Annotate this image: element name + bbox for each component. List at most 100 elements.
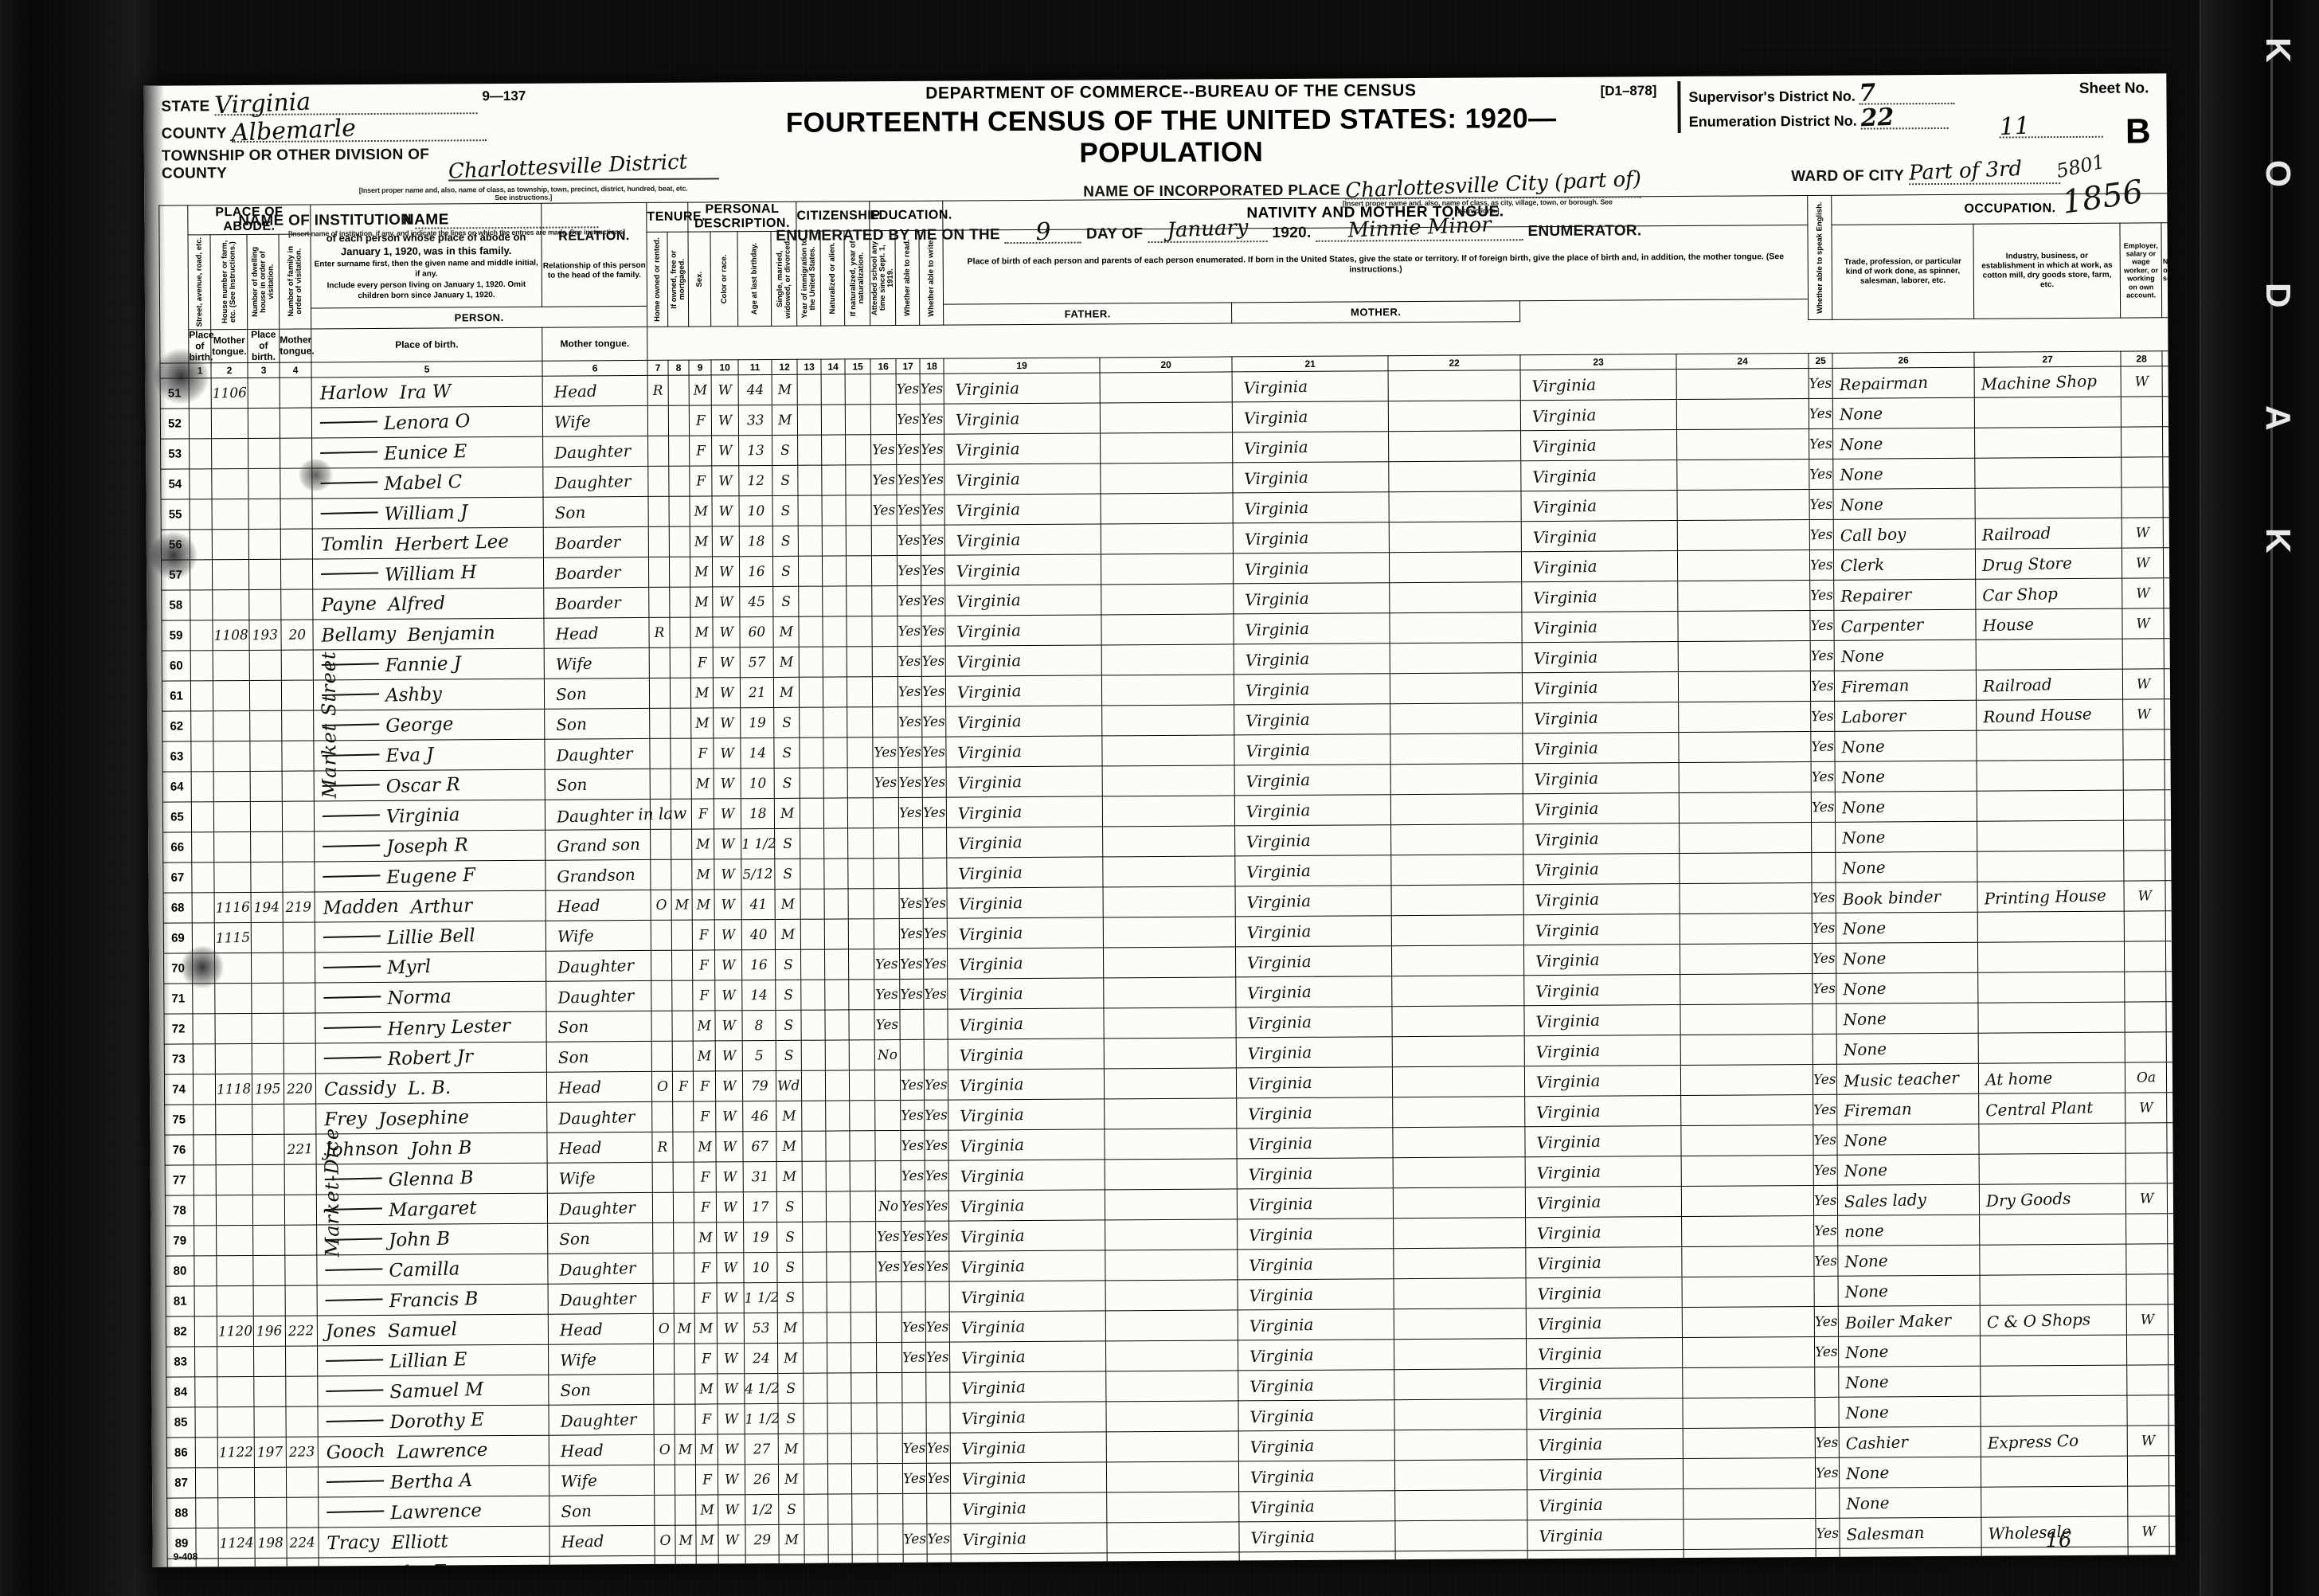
cell-mother-mother-tongue [1676, 459, 1810, 491]
cell-able-write-value: Yes [921, 471, 944, 489]
cell-age: 1 1/2 [741, 828, 776, 860]
cell-relation-value: Wife [558, 1168, 596, 1189]
col-13-year-immigration: Year of immigration to the United States… [796, 231, 821, 327]
cell-dwelling-number-value: 194 [253, 899, 280, 917]
enumerator-name-input[interactable]: Minnie Minor [1316, 213, 1523, 243]
cell-trade-value: None [1843, 1008, 1887, 1030]
cell-street [189, 409, 212, 440]
cell-mother-mother-tongue [1683, 1457, 1816, 1489]
state-input[interactable]: Virginia [214, 88, 478, 119]
cell-able-read-value: Yes [898, 683, 922, 701]
cell-year-naturalization [846, 495, 872, 526]
subgroup-mother: MOTHER. [1231, 300, 1520, 323]
cell-color-race-value: W [723, 1289, 738, 1307]
cell-trade: Music teacher [1836, 1063, 1979, 1095]
cell-speak-english-value: Yes [1813, 1162, 1837, 1179]
cell-name: Lillian E [317, 1344, 549, 1377]
cell-color-race-value: W [722, 1199, 737, 1216]
cell-given-name-value: Myrl [386, 956, 432, 979]
cell-marital-status-value: Wd [777, 1078, 801, 1095]
cell-year-naturalization [845, 465, 872, 496]
cell-age-value: 41 [749, 896, 768, 913]
cell-father-birthplace-value: Virginia [1245, 679, 1310, 701]
sheet-number-value: 11 [1998, 111, 2031, 142]
cell-home-owned-value: O [659, 1441, 671, 1458]
enumerated-day-input[interactable]: 9 [1004, 218, 1082, 246]
cell-family-number [283, 983, 315, 1014]
cell-relation: Boarder [543, 587, 649, 619]
cell-able-write: Yes [923, 949, 948, 980]
cell-relation-value: Head [557, 895, 601, 917]
cell-age-value: 8 [754, 1017, 764, 1035]
cell-relation-value: Boarder [554, 532, 621, 554]
enumeration-district-input[interactable]: 22 [1860, 104, 1949, 132]
cell-person-birthplace-value: Virginia [959, 983, 1024, 1005]
cell-attended-school: No [875, 1191, 901, 1222]
incorporated-place-input[interactable]: Charlottesville City (part of) [1345, 167, 1642, 203]
cell-family-number [280, 438, 312, 469]
county-input[interactable]: Albemarle [231, 114, 487, 147]
cell-dwelling-number [255, 1558, 287, 1567]
cell-mother-mother-tongue [1682, 1276, 1815, 1308]
cell-family-number [284, 1195, 317, 1226]
cell-marital-status-value: M [783, 1320, 798, 1336]
colnum-23: 23 [1520, 354, 1677, 371]
cell-surname-value: Madden [323, 895, 411, 919]
enumerated-month-input[interactable]: January [1148, 216, 1268, 244]
institution-input[interactable] [415, 205, 599, 229]
supervisor-district-input[interactable]: 7 [1859, 79, 1955, 108]
cell-home-owned [647, 405, 669, 436]
cell-attended-school: Yes [870, 434, 897, 466]
cell-age: 57 [740, 647, 774, 679]
cell-year-immigration [800, 859, 825, 890]
cell-father-birthplace: Virginia [1237, 1249, 1394, 1281]
cell-father-birthplace: Virginia [1237, 1158, 1394, 1190]
sheet-number-input[interactable]: 11 [1998, 111, 2103, 142]
ward-of-city-input[interactable]: Part of 3rd [1908, 157, 2061, 186]
cell-dwelling-number [248, 468, 281, 499]
cell-speak-english: Yes [1813, 1094, 1838, 1125]
cell-year-naturalization [846, 556, 872, 587]
enumeration-district-row: Enumeration District No. 22 [1689, 104, 1956, 132]
cell-able-read: Yes [897, 646, 922, 677]
cell-street [193, 1074, 216, 1105]
cell-able-read-value: Yes [898, 804, 923, 822]
cell-age-value: 27 [753, 1441, 771, 1458]
cell-trade-value: Repairman [1839, 372, 1929, 395]
cell-sex-value: M [694, 685, 710, 702]
cell-color-race-value: W [719, 684, 734, 702]
cell-speak-english-value: Yes [1810, 647, 1834, 665]
cell-able-read: Yes [899, 949, 924, 980]
cell-able-write: Yes [920, 374, 944, 405]
cell-person-mother-tongue [1102, 796, 1235, 827]
cell-mother-birthplace: Virginia [1523, 913, 1680, 946]
cell-industry-value: C & O Shops [1986, 1309, 2091, 1332]
cell-trade: None [1837, 1124, 1980, 1156]
cell-employer-class [2124, 972, 2167, 1003]
col-18-able-write: Whether able to write. [919, 230, 944, 326]
cell-color-race: W [714, 829, 741, 860]
cell-house-number [216, 1225, 253, 1257]
col-14-naturalized: Naturalized or alien. [820, 230, 845, 327]
cell-name: Margaret [316, 1193, 548, 1226]
cell-marital-status: Wd [776, 1070, 802, 1101]
cell-speak-english-value: Yes [1811, 708, 1835, 726]
cell-dwelling-number [252, 1225, 285, 1256]
cell-relation: Daughter [546, 950, 651, 982]
cell-street [190, 681, 213, 712]
cell-relation: Son [546, 1041, 652, 1073]
incorporated-place-value: Charlottesville City (part of) [1344, 166, 1642, 204]
cell-person-birthplace-value: Virginia [957, 771, 1023, 793]
cell-able-read: Yes [897, 585, 922, 616]
township-input[interactable]: Charlottesville District [448, 150, 720, 184]
cell-person-birthplace-value: Virginia [962, 1528, 1027, 1550]
cell-sex: F [694, 1344, 718, 1375]
cell-able-write-value: Yes [921, 532, 945, 550]
cell-family-number [283, 1013, 316, 1044]
cell-person-mother-tongue [1102, 826, 1235, 858]
cell-naturalized [825, 1040, 850, 1071]
cell-given-name-value: William J [384, 501, 468, 526]
col-26-label: Trade, profession, or particular kind of… [1844, 256, 1962, 286]
cell-dwelling-number [251, 1013, 284, 1044]
cell-owned-free [668, 405, 690, 436]
